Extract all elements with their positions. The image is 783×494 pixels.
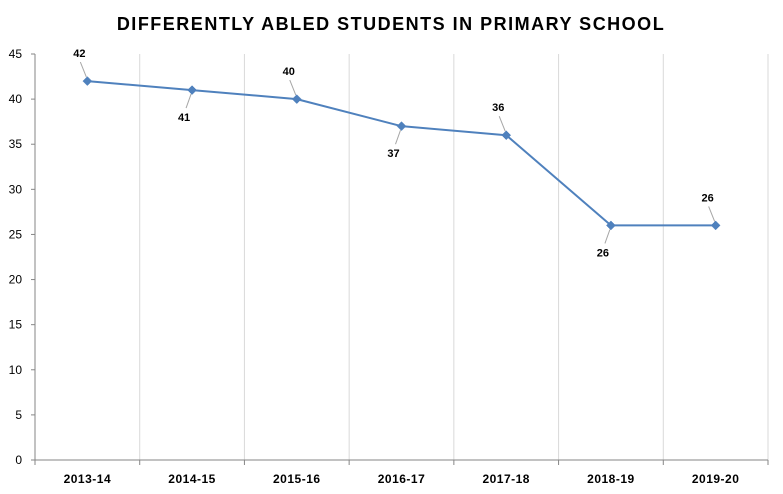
x-axis-tick-labels: 2013-14 2014-15 2015-16 2016-17 2017-18 2018-…	[64, 472, 740, 486]
x-tick-label: 2018-19	[587, 472, 635, 486]
data-point-marker	[187, 85, 197, 95]
y-tick-label: 35	[9, 137, 23, 151]
data-label: 26	[597, 247, 609, 259]
x-tick-label: 2017-18	[482, 472, 530, 486]
leader-line	[185, 93, 192, 109]
x-tick-label: 2014-15	[168, 472, 216, 486]
data-point-marker	[606, 220, 616, 231]
leader-line	[498, 116, 506, 132]
data-label: 40	[283, 66, 295, 78]
series-line	[87, 80, 716, 227]
axes	[31, 53, 769, 465]
y-axis-tick-labels: 0 5 10 15 20 25 30 35 40 45	[9, 47, 23, 467]
y-tick-label: 0	[15, 453, 22, 467]
data-label: 26	[702, 192, 714, 204]
data-label: 41	[178, 112, 190, 124]
y-tick-label: 5	[15, 408, 22, 422]
data-label: 42	[73, 48, 85, 60]
y-tick-label: 40	[9, 92, 23, 106]
data-point-marker	[710, 220, 721, 231]
y-tick-label: 25	[9, 227, 23, 241]
chart-title: DIFFERENTLY ABLED STUDENTS IN PRIMARY SC…	[117, 14, 665, 34]
data-point-marker	[82, 76, 93, 86]
x-tick-label: 2019-20	[692, 472, 740, 486]
data-labels: 42 41 40 37 36 26 26	[73, 48, 716, 259]
y-tick-label: 30	[9, 182, 23, 196]
leader-line	[604, 229, 611, 244]
data-series	[82, 76, 721, 231]
data-point-marker	[501, 130, 512, 141]
data-point-marker	[396, 121, 407, 132]
leader-line	[79, 61, 87, 78]
leader-line	[289, 79, 297, 96]
gridlines	[139, 54, 769, 460]
y-tick-label: 15	[9, 318, 23, 332]
data-point-marker	[291, 94, 302, 104]
leader-line	[708, 206, 716, 222]
x-tick-label: 2015-16	[273, 472, 321, 486]
data-label: 36	[492, 102, 504, 114]
y-tick-label: 20	[9, 273, 23, 287]
y-tick-label: 45	[9, 47, 23, 61]
data-label: 37	[387, 148, 399, 160]
x-tick-label: 2013-14	[64, 472, 112, 486]
x-tick-label: 2016-17	[378, 472, 426, 486]
y-tick-label: 10	[9, 363, 23, 377]
leader-line	[395, 130, 401, 145]
